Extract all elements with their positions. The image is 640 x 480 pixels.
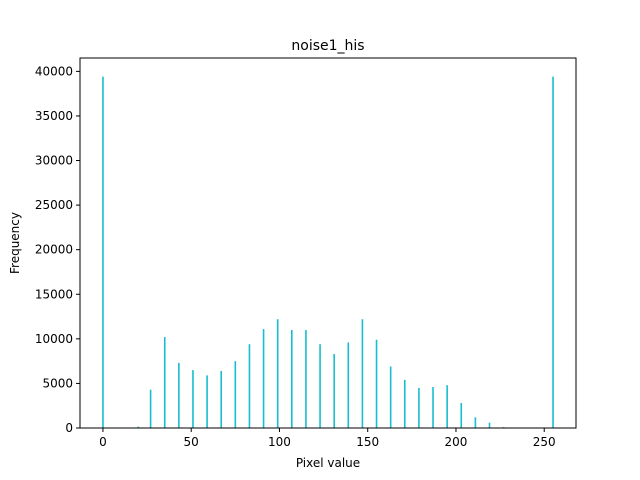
histogram-bar [206, 375, 208, 428]
histogram-bar [319, 344, 321, 428]
histogram-bar [432, 386, 434, 428]
histogram-bar [220, 370, 223, 428]
y-tick-label: 20000 [35, 243, 73, 257]
x-tick-label: 250 [533, 435, 556, 449]
histogram-bar [552, 76, 554, 428]
y-tick-label: 25000 [35, 198, 73, 212]
histogram-bar [192, 370, 194, 428]
histogram-bar [234, 361, 237, 428]
y-ticks: 0 5000 10000 15000 20000 25000 30000 35000 40000 [35, 64, 80, 435]
histogram-bar [248, 344, 251, 428]
histogram-bar [418, 387, 420, 428]
y-tick-label: 10000 [35, 332, 73, 346]
plot-frame [79, 57, 577, 429]
histogram-bar [333, 354, 335, 428]
histogram-bar [291, 329, 293, 428]
histogram-bar [262, 329, 265, 428]
histogram-bar [137, 426, 140, 428]
histogram-bar [488, 422, 491, 428]
histogram-bar [375, 339, 378, 428]
y-tick-label: 30000 [35, 154, 73, 168]
x-tick-label: 200 [445, 435, 468, 449]
y-tick-label: 15000 [35, 287, 73, 301]
x-tick-label: 100 [268, 435, 291, 449]
x-ticks: 0 50 100 150 200 250 [99, 428, 556, 449]
histogram-bar [276, 319, 279, 428]
x-axis-title: Pixel value [296, 456, 360, 470]
histogram-bar [403, 379, 406, 428]
chart-title: noise1_his [291, 38, 364, 54]
x-tick-label: 0 [99, 435, 107, 449]
histogram-bar [149, 389, 152, 428]
histogram-bar [178, 362, 180, 428]
histogram-bar [102, 76, 104, 428]
histogram-bar [460, 403, 463, 428]
histogram-bar [361, 319, 364, 428]
histogram-bar [446, 385, 448, 428]
x-tick-label: 150 [356, 435, 379, 449]
histogram-bar [389, 366, 392, 428]
y-tick-label: 35000 [35, 109, 73, 123]
bars-group [102, 76, 554, 428]
histogram-bar [347, 342, 350, 428]
y-tick-label: 5000 [42, 376, 73, 390]
histogram-bar [163, 337, 166, 428]
x-tick-label: 50 [184, 435, 199, 449]
axes-group [79, 57, 577, 429]
histogram-bar [305, 329, 307, 428]
histogram-bar [474, 417, 477, 428]
y-axis-title: Frequency [8, 212, 22, 274]
y-tick-label: 0 [65, 421, 73, 435]
y-tick-label: 40000 [35, 64, 73, 78]
